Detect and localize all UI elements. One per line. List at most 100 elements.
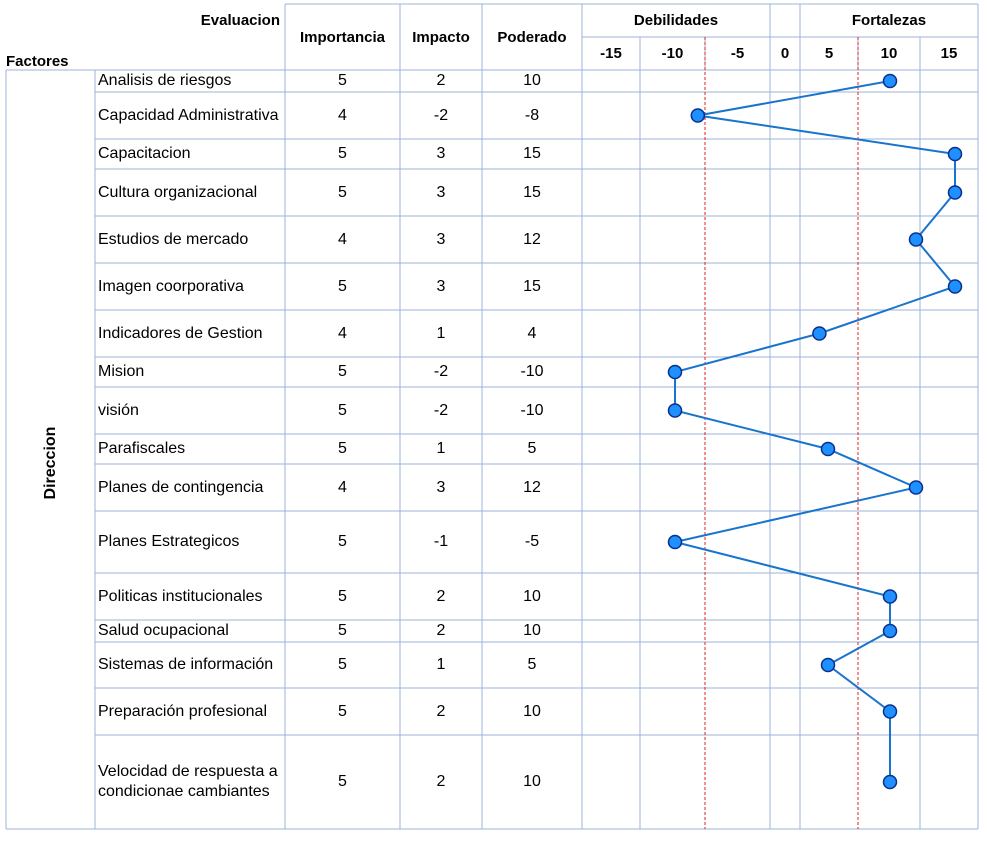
data-point (882, 704, 898, 719)
data-point (908, 232, 924, 247)
header-impacto: Impacto (412, 28, 470, 46)
factor-name: Analisis de riesgos (98, 72, 232, 89)
data-point (908, 480, 924, 495)
factor-name: Parafiscales (98, 440, 186, 457)
impacto-value: -2 (433, 401, 449, 419)
impacto-value: -1 (433, 533, 449, 550)
impacto-value: 3 (436, 277, 446, 295)
impacto-value: 3 (436, 183, 446, 201)
factor-name: visión (98, 401, 139, 419)
factor-name: Cultura organizacional (98, 183, 258, 201)
importancia-value: 5 (338, 277, 347, 295)
importancia-value: 4 (338, 324, 347, 342)
factor-name: Imagen coorporativa (98, 277, 244, 295)
factor-name: Sistemas de información (98, 656, 274, 673)
series-line (674, 80, 957, 782)
data-point (947, 146, 963, 162)
importancia-value: 5 (338, 145, 347, 162)
poderado-value: 12 (523, 478, 541, 496)
importancia-value: 5 (338, 183, 347, 201)
poderado-value: 4 (527, 324, 537, 342)
factor-name: Indicadores de Gestion (98, 324, 263, 342)
importancia-value: 5 (338, 533, 347, 550)
poderado-value: -8 (524, 106, 540, 124)
impacto-value: 1 (436, 656, 446, 673)
importancia-value: 5 (338, 72, 347, 89)
data-point (882, 589, 898, 604)
x-tick-label: -5 (730, 45, 745, 62)
data-point (947, 185, 963, 200)
importancia-value: 5 (338, 656, 347, 673)
impacto-value: 2 (436, 587, 446, 605)
data-point (947, 279, 963, 294)
x-tick-label: -15 (600, 45, 622, 62)
poderado-value: 10 (523, 72, 541, 89)
data-point (667, 534, 683, 550)
importancia-value: 4 (338, 478, 347, 496)
importancia-value: 5 (338, 363, 347, 380)
poderado-value: -5 (524, 533, 540, 550)
impacto-value: 3 (436, 145, 446, 162)
importancia-value: 5 (338, 587, 347, 605)
poderado-value: 10 (523, 702, 541, 720)
impacto-value: 3 (436, 230, 446, 248)
factor-name: Planes de contingencia (98, 478, 264, 496)
x-tick-label: 10 (880, 45, 898, 62)
x-tick-label: 15 (940, 45, 958, 62)
poderado-value: 10 (523, 622, 541, 639)
poderado-value: 5 (527, 440, 537, 457)
data-point (820, 441, 836, 457)
poderado-value: 10 (523, 587, 541, 605)
poderado-value: 15 (523, 277, 541, 295)
x-tick-label: 0 (780, 45, 790, 62)
impacto-value: 1 (436, 440, 446, 457)
importancia-value: 4 (338, 230, 347, 248)
poderado-value: 5 (527, 656, 537, 673)
importancia-value: 5 (338, 622, 347, 639)
factor-name: Salud ocupacional (98, 622, 229, 639)
impacto-value: -2 (433, 106, 449, 124)
factor-name: Politicas institucionales (98, 587, 263, 605)
header-evaluacion: Evaluacion (200, 11, 280, 29)
impacto-value: -2 (433, 363, 449, 380)
importancia-value: 5 (338, 440, 347, 457)
header-debilidades: Debilidades (633, 12, 719, 29)
importancia-value: 5 (338, 401, 347, 419)
data-point (882, 73, 898, 89)
impacto-value: 2 (436, 72, 446, 89)
data-point (667, 403, 683, 418)
header-fortalezas: Fortalezas (851, 12, 927, 29)
poderado-value: -10 (520, 401, 544, 419)
data-point (882, 774, 898, 790)
factor-name: Velocidad de respuesta a condicionae cam… (98, 763, 278, 800)
factor-name: Preparación profesional (98, 702, 267, 720)
poderado-value: 15 (523, 183, 541, 201)
header-factores: Factores (6, 52, 69, 70)
impacto-value: 2 (436, 622, 446, 639)
factor-name: Estudios de mercado (98, 230, 249, 248)
data-point (812, 326, 827, 341)
x-tick-label: 5 (824, 45, 834, 62)
poderado-value: 10 (523, 773, 541, 790)
factor-name: Capacidad Administrativa (98, 106, 279, 124)
importancia-value: 4 (338, 106, 347, 124)
importancia-value: 5 (338, 773, 347, 790)
impacto-value: 2 (436, 773, 446, 790)
impacto-value: 3 (436, 478, 446, 496)
x-tick-label: -10 (661, 45, 684, 62)
poderado-value: 15 (523, 145, 541, 162)
data-point (690, 108, 706, 123)
header-poderado: Poderado (497, 28, 567, 46)
factor-name: Capacitacion (98, 145, 191, 162)
factor-name: Planes Estrategicos (98, 533, 240, 550)
data-point (667, 364, 683, 380)
importancia-value: 5 (338, 702, 347, 720)
header-importancia: Importancia (299, 28, 386, 46)
poderado-value: -10 (520, 363, 544, 380)
data-point (882, 623, 898, 639)
impacto-value: 1 (436, 324, 446, 342)
factor-name: Mision (98, 363, 145, 380)
